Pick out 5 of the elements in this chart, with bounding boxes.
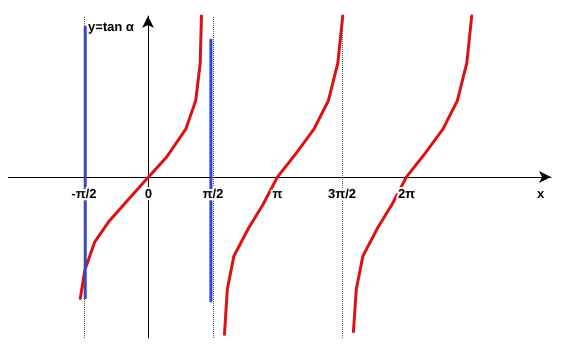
x-axis-title: x — [537, 186, 545, 201]
x-tick-label: 3π/2 — [328, 186, 356, 201]
x-tick-label: 2π — [398, 186, 416, 201]
annotation: y=tan α — [88, 19, 134, 34]
x-tick-label: π — [272, 186, 283, 201]
